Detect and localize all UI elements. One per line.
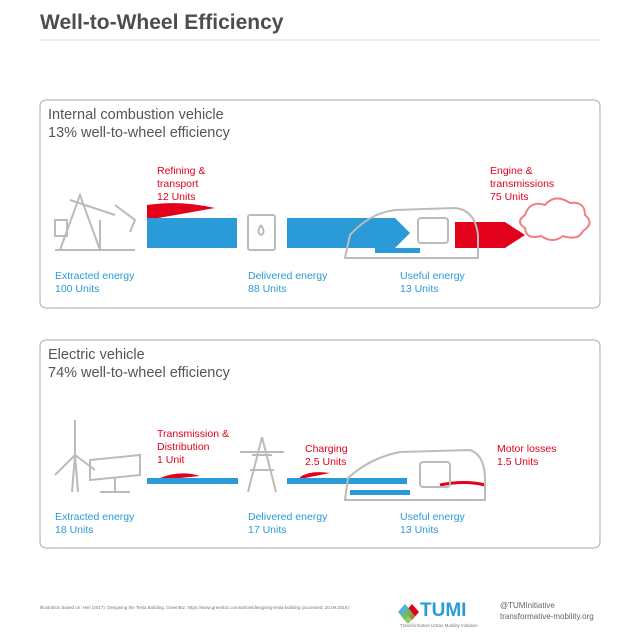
loss-amount: 1 Unit bbox=[157, 454, 185, 467]
loss-label: Charging 2.5 Units bbox=[305, 443, 348, 469]
stage-amount: 13 Units bbox=[400, 524, 439, 537]
loss-amount: 1.5 Units bbox=[497, 456, 539, 469]
stage-label: Extracted energy 18 Units bbox=[55, 511, 134, 537]
ice-flow bbox=[147, 203, 525, 253]
stage-amount: 88 Units bbox=[248, 283, 287, 296]
stage-name: Delivered energy bbox=[248, 511, 328, 523]
panel-frame bbox=[39, 339, 601, 549]
source-note: Illustration based on: Heil (2017). Desi… bbox=[40, 605, 349, 610]
loss-amount: 75 Units bbox=[490, 191, 529, 204]
stage-name: Extracted energy bbox=[55, 270, 135, 282]
stage-label: Useful energy 13 Units bbox=[400, 270, 465, 296]
stage-name: Useful energy bbox=[400, 511, 465, 523]
loss-name: Transmission & Distribution bbox=[157, 428, 229, 454]
loss-amount: 12 Units bbox=[157, 191, 196, 204]
panel-title: Internal combustion vehicle bbox=[48, 107, 224, 123]
panel-title: Electric vehicle bbox=[48, 347, 145, 363]
social-handle: @TUMInitiative bbox=[500, 601, 555, 610]
loss-name: Motor losses bbox=[497, 443, 557, 455]
loss-amount: 2.5 Units bbox=[305, 456, 347, 469]
website: transformative-mobility.org bbox=[500, 612, 594, 621]
panel-subtitle: 74% well-to-wheel efficiency bbox=[48, 365, 230, 381]
stage-name: Useful energy bbox=[400, 270, 465, 282]
logo-tagline: Transformative Urban Mobility Initiative bbox=[400, 623, 478, 628]
panel-frame bbox=[39, 99, 601, 309]
stage-name: Delivered energy bbox=[248, 270, 328, 282]
stage-name: Extracted energy bbox=[55, 511, 135, 523]
ev-flow bbox=[147, 472, 486, 495]
stage-amount: 18 Units bbox=[55, 524, 94, 537]
tumi-logo-mark bbox=[398, 604, 419, 624]
loss-label: Motor losses 1.5 Units bbox=[497, 443, 557, 469]
panel-subtitle: 13% well-to-wheel efficiency bbox=[48, 125, 230, 141]
ev-icons bbox=[54, 420, 486, 501]
ice-icons bbox=[54, 192, 591, 259]
loss-label: Engine & transmissions 75 Units bbox=[490, 165, 570, 204]
stage-amount: 100 Units bbox=[55, 283, 100, 296]
stage-label: Delivered energy 88 Units bbox=[248, 270, 327, 296]
page-title: Well-to-Wheel Efficiency bbox=[40, 11, 284, 34]
stage-amount: 17 Units bbox=[248, 524, 287, 537]
loss-name: Engine & transmissions bbox=[490, 165, 555, 191]
logo-text: TUMI bbox=[420, 600, 467, 621]
loss-name: Refining & transport bbox=[157, 165, 206, 191]
stage-label: Useful energy 13 Units bbox=[400, 511, 465, 537]
stage-label: Extracted energy 100 Units bbox=[55, 270, 134, 296]
loss-label: Transmission & Distribution 1 Unit bbox=[157, 428, 252, 467]
stage-amount: 13 Units bbox=[400, 283, 439, 296]
stage-label: Delivered energy 17 Units bbox=[248, 511, 327, 537]
loss-name: Charging bbox=[305, 443, 348, 455]
loss-label: Refining & transport 12 Units bbox=[157, 165, 227, 204]
